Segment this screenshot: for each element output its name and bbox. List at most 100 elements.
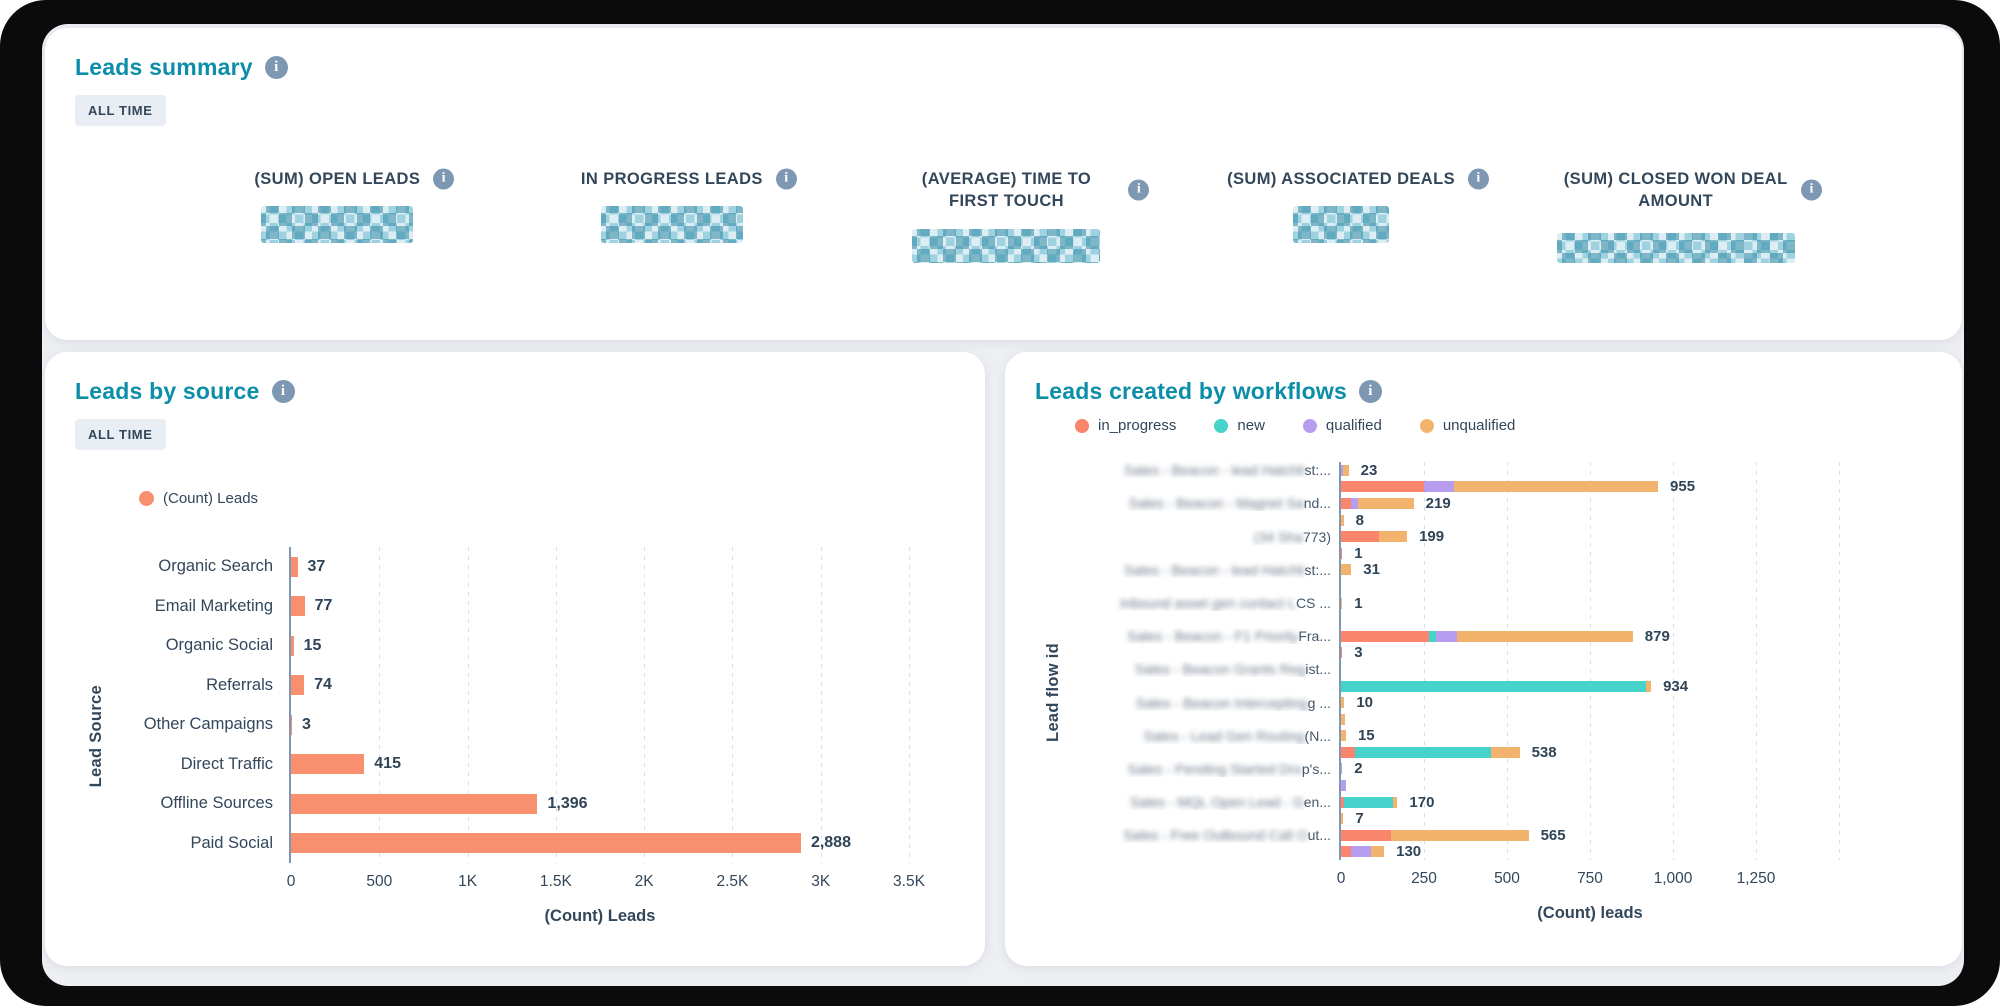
bar-row: 130: [1071, 843, 1938, 861]
label-visible-suffix: ist...: [1305, 661, 1331, 678]
stacked-bar[interactable]: [1341, 564, 1352, 576]
stacked-bar[interactable]: [1341, 531, 1408, 543]
stacked-bar[interactable]: [1341, 680, 1652, 692]
bar-value-label: 130: [1396, 843, 1422, 861]
info-icon[interactable]: i: [1358, 380, 1382, 403]
x-tick-label: 3.5K: [893, 873, 925, 890]
bar-value-label: 199: [1419, 528, 1445, 546]
time-range-badge: ALL TIME: [75, 419, 166, 450]
leads-by-source-chart: Lead Source Organic Search 37 Email Market…: [75, 547, 961, 926]
kpi-in-progress-leads: IN PROGRESS LEADS i: [505, 168, 840, 263]
bar-value-label: 219: [1425, 494, 1451, 512]
bar-paid-social[interactable]: [291, 833, 801, 854]
bar-value-label: 3: [1354, 644, 1363, 662]
bar-value-label: 170: [1409, 793, 1435, 811]
stacked-bar[interactable]: [1341, 514, 1344, 526]
redacted-label-text: Sales - Beacon - lead Hatchli: [1124, 561, 1305, 578]
stacked-bar[interactable]: [1341, 647, 1343, 659]
lead-flow-id-label: Sales - Beacon Intercepting g ...: [1071, 695, 1339, 711]
bar-row: [1071, 611, 1938, 628]
legend-item-unqualified[interactable]: unqualified: [1419, 417, 1515, 434]
info-icon[interactable]: i: [433, 168, 455, 190]
segment-qualified: [1350, 497, 1358, 509]
lead-flow-id-label: (34 Sha 773): [1071, 529, 1339, 545]
segment-unqualified: [1341, 730, 1346, 742]
bar-value-label: 2,888: [810, 834, 851, 852]
source-legend: (Count) Leads: [139, 490, 961, 507]
label-visible-suffix: nd...: [1303, 495, 1331, 512]
segment-in_progress: [1341, 547, 1343, 559]
legend-item-new[interactable]: new: [1214, 417, 1265, 434]
redacted-label-text: Sales - Beacon - F1 Priority: [1127, 628, 1299, 645]
bar-value-label: 23: [1360, 461, 1378, 479]
kpi-associated-deals: (SUM) ASSOCIATED DEALS i: [1174, 168, 1509, 263]
info-icon[interactable]: i: [1468, 168, 1490, 190]
segment-in_progress: [1341, 796, 1345, 808]
bar-value-label: 3: [302, 715, 311, 733]
stacked-bar[interactable]: [1341, 829, 1529, 841]
legend-item-qualified[interactable]: qualified: [1302, 417, 1382, 434]
stacked-bar[interactable]: [1341, 630, 1633, 642]
bar-organic-social[interactable]: [291, 635, 294, 656]
workflows-legend: in_progress new qualified unqualified: [1075, 417, 1938, 434]
bar-track: 2: [1341, 760, 1839, 777]
legend-label: new: [1237, 417, 1265, 434]
bar-organic-search[interactable]: [291, 556, 298, 577]
leads-created-by-workflows-header: Leads created by workflows i: [1035, 352, 1938, 405]
bar-row: Email Marketing 77: [117, 587, 961, 627]
stacked-bar[interactable]: [1341, 796, 1398, 808]
bars-area: Sales - Beacon - lead Hatchli st:... 23 955…: [1071, 462, 1938, 860]
leads-by-source-header: Leads by source i: [75, 352, 961, 405]
info-icon[interactable]: i: [1801, 179, 1823, 201]
stacked-bar[interactable]: [1341, 597, 1343, 609]
segment-unqualified: [1342, 464, 1349, 476]
segment-unqualified: [1456, 630, 1633, 642]
bar-value-label: 8: [1355, 511, 1364, 529]
bar-direct-traffic[interactable]: [291, 754, 365, 775]
x-tick-label: 0: [1336, 870, 1346, 888]
bar-row: [1071, 777, 1938, 794]
stacked-bar[interactable]: [1341, 846, 1385, 858]
legend-label: (Count) Leads: [163, 490, 259, 507]
info-icon[interactable]: i: [775, 168, 797, 190]
info-icon[interactable]: i: [264, 56, 288, 79]
legend-label: in_progress: [1098, 417, 1177, 434]
segment-unqualified: [1378, 531, 1408, 543]
bar-row: Sales - Beacon - F1 Priority Fra... 879: [1071, 628, 1938, 645]
bar-value-label: 7: [1355, 810, 1364, 828]
stacked-bar[interactable]: [1341, 713, 1345, 725]
bar-referrals[interactable]: [291, 675, 305, 696]
legend-item-in_progress[interactable]: in_progress: [1075, 417, 1176, 434]
stacked-bar[interactable]: [1341, 730, 1346, 742]
redacted-label-text: Inbound asset gen contact L: [1120, 595, 1296, 612]
bar-track: 23: [1341, 462, 1839, 479]
info-icon[interactable]: i: [271, 380, 295, 403]
stacked-bar[interactable]: [1341, 547, 1343, 559]
segment-in_progress: [1341, 746, 1356, 758]
stacked-bar[interactable]: [1341, 481, 1659, 493]
stacked-bar[interactable]: [1341, 763, 1343, 775]
stacked-bar[interactable]: [1341, 464, 1349, 476]
bar-track: [1341, 780, 1839, 792]
stacked-bar[interactable]: [1341, 697, 1345, 709]
bar-row: Other Campaigns 3: [117, 705, 961, 745]
bar-value-label: 415: [374, 755, 401, 773]
redacted-label-text: Sales - Beacon Grants Reg: [1134, 661, 1306, 678]
redacted-label-text: Sales - Beacon - lead Hatchli: [1124, 462, 1305, 479]
segment-unqualified: [1341, 813, 1344, 825]
lead-flow-id-label: Sales - Beacon - Magnet Sa nd...: [1071, 495, 1339, 511]
redacted-value: [600, 206, 743, 244]
category-label: Referrals: [206, 675, 273, 694]
bar-other-campaigns[interactable]: [291, 714, 292, 735]
stacked-bar[interactable]: [1341, 746, 1520, 758]
bar-row: 7: [1071, 810, 1938, 827]
bar-email-marketing[interactable]: [291, 596, 305, 617]
stacked-bar[interactable]: [1341, 813, 1344, 825]
info-icon[interactable]: i: [1128, 179, 1150, 201]
stacked-bar[interactable]: [1341, 780, 1346, 792]
legend-item-count-leads[interactable]: (Count) Leads: [139, 490, 258, 507]
stacked-bar[interactable]: [1341, 497, 1414, 509]
bar-offline-sources[interactable]: [291, 793, 538, 814]
